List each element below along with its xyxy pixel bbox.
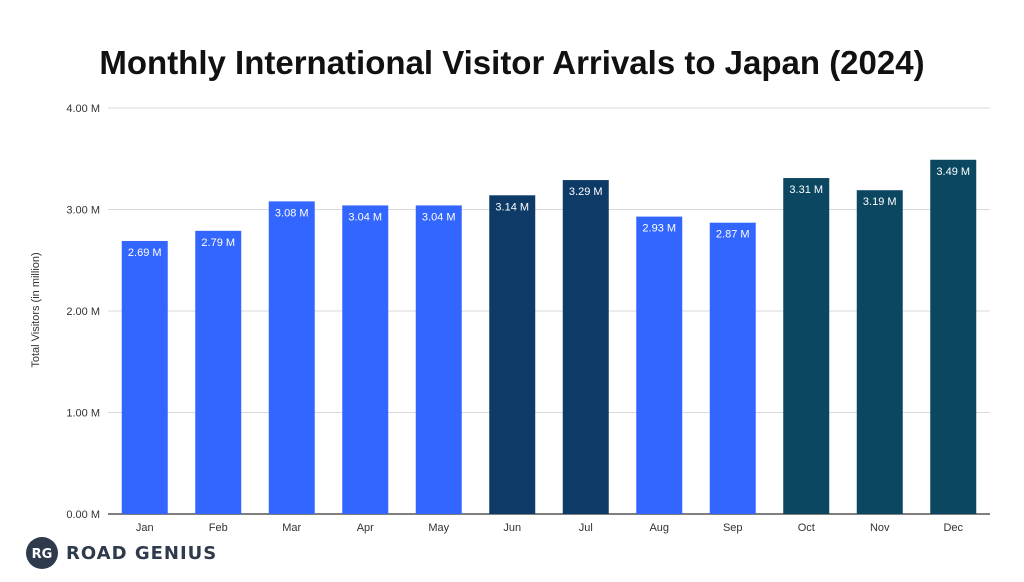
y-tick-label: 1.00 M [66,408,100,420]
bar [121,240,168,514]
bar [783,178,830,514]
data-label: 3.49 M [936,166,970,178]
brand-logo: RG ROAD GENIUS [26,536,217,570]
x-tick-label: Jul [579,522,593,534]
bar [636,216,683,515]
x-tick-label: Sep [723,522,743,534]
bar [489,195,536,515]
logo-text: RG [32,547,53,562]
data-label: 2.93 M [642,223,676,235]
y-tick-label: 2.00 M [66,306,100,318]
x-tick-label: Aug [649,522,669,534]
bar [562,180,609,514]
bar [195,230,242,514]
bar [709,222,756,514]
bar [930,159,977,514]
x-tick-label: Jan [136,522,154,534]
bar [415,205,462,514]
bar [342,205,389,514]
x-tick-label: Nov [870,522,890,534]
y-tick-label: 4.00 M [66,103,100,115]
x-tick-label: Dec [943,522,963,534]
data-label: 3.31 M [789,184,823,196]
x-tick-label: Oct [798,522,815,534]
x-tick-label: Apr [357,522,374,534]
data-label: 3.04 M [348,211,382,223]
x-tick-label: Feb [209,522,228,534]
bar [268,201,315,514]
data-label: 2.69 M [128,247,162,259]
data-label: 2.79 M [201,237,235,249]
data-label: 3.14 M [495,201,529,213]
data-label: 2.87 M [716,229,750,241]
x-tick-label: May [428,522,449,534]
x-tick-label: Jun [503,522,521,534]
rg-logo-icon: RG [26,537,58,569]
y-axis-label: Total Visitors (in million) [30,252,42,368]
x-tick-label: Mar [282,522,301,534]
bar [856,190,903,514]
data-label: 3.19 M [863,196,897,208]
chart-title: Monthly International Visitor Arrivals t… [99,44,925,81]
data-label: 3.04 M [422,211,456,223]
y-tick-label: 0.00 M [66,509,100,521]
data-label: 3.29 M [569,186,603,198]
brand-name: ROAD GENIUS [66,542,218,564]
y-tick-label: 3.00 M [66,205,100,217]
data-label: 3.08 M [275,207,309,219]
